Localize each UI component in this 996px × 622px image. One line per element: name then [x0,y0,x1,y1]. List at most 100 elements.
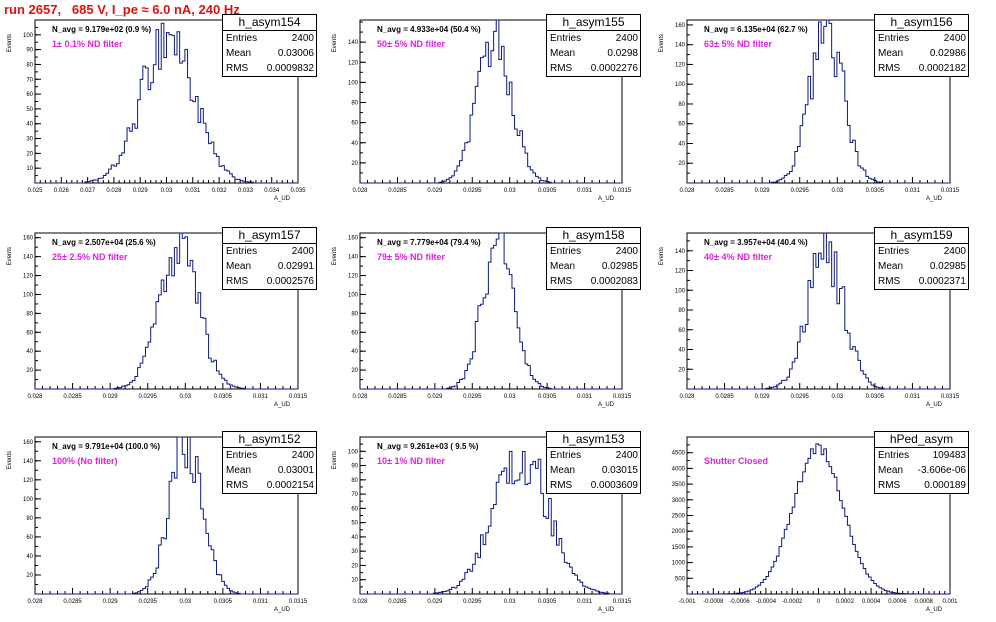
x-tick-label: 0.0006 [888,599,907,605]
y-tick-label: 80 [678,308,685,314]
stat-value-entries: 2400 [615,450,638,461]
y-tick-label: 160 [23,236,34,242]
histogram-name: h_asym156 [875,15,968,31]
stat-value-rms: 0.000189 [924,480,966,491]
y-tick-label: 100 [348,292,359,298]
x-tick-label: 0.03 [179,599,191,605]
stat-label-entries: Entries [878,450,910,461]
y-tick-label: 3000 [672,498,686,504]
x-tick-label: 0.0305 [866,394,885,400]
x-tick-label: 0.0285 [715,394,734,400]
stat-row-rms: RMS 0.0003609 [547,478,640,493]
y-tick-label: 60 [678,328,685,334]
histogram-series [360,232,622,390]
stat-row-entries: Entries 109483 [875,448,968,463]
y-tick-label: 40 [351,141,358,147]
stat-row-entries: Entries 2400 [547,448,640,463]
y-tick-label: 160 [23,440,34,446]
stat-value-entries: 109483 [932,450,966,461]
stat-value-mean: 0.03015 [601,465,638,476]
plot-frame [34,232,299,390]
x-tick-label: 0.0305 [214,599,233,605]
y-tick-label: 1000 [672,561,686,567]
x-tick-label: -0.0002 [782,599,803,605]
x-tick-label: 0.03 [831,394,843,400]
stat-value-rms: 0.0002371 [918,276,966,287]
y-tick-label: 2000 [672,529,686,535]
x-tick-label: 0.0315 [613,599,632,605]
histogram-series [687,232,950,390]
filter-label: 63± 5% ND filter [704,39,772,49]
y-axis-label: Events [332,451,338,469]
x-tick-label: 0.029 [427,599,443,605]
x-tick-label: 0.03 [179,394,191,400]
y-tick-label: 140 [675,43,686,49]
stats-box: h_asym155 Entries 2400 Mean 0.0298 RMS 0.00022… [546,14,641,77]
stat-label-entries: Entries [226,33,258,44]
histogram-series [35,232,298,390]
stat-row-entries: Entries 2400 [875,244,968,259]
stats-box: h_asym157 Entries 2400 Mean 0.02991 RMS 0.0002… [222,227,317,290]
x-tick-label: 0.0305 [866,188,885,194]
stat-value-rms: 0.0003609 [590,480,638,491]
x-tick-label: 0.026 [54,188,70,194]
stat-row-mean: Mean 0.02991 [223,259,316,274]
histogram-panel: 0.028 0.0285 0.029 0.0295 0.03 0.0305 0.031 0.0… [332,436,632,613]
y-tick-label: 120 [23,478,34,484]
y-tick-label: 40 [351,535,358,541]
y-tick-label: 100 [23,497,34,503]
x-tick-label: 0.03 [161,188,173,194]
x-tick-label: 0.0305 [538,599,557,605]
x-tick-label: 0.031 [905,188,921,194]
stat-label-entries: Entries [226,450,258,461]
y-tick-label: 40 [26,122,33,128]
y-tick-label: 20 [26,151,33,157]
stat-label-entries: Entries [226,246,258,257]
stat-row-mean: Mean 0.02985 [547,259,640,274]
x-tick-label: 0.0295 [463,599,482,605]
x-tick-label: 0.031 [905,394,921,400]
y-axis-label: Events [659,247,665,265]
stat-row-entries: Entries 2400 [547,31,640,46]
x-tick-label: 0.0305 [538,394,557,400]
stat-label-entries: Entries [550,33,582,44]
y-axis-label: Events [7,34,13,52]
filter-label: Shutter Closed [704,456,768,466]
stat-row-mean: Mean 0.0298 [547,46,640,61]
navg-label: N_avg = 9.791e+04 (100.0 %) [52,442,160,451]
y-tick-label: 140 [348,40,359,46]
histogram-series [360,19,622,184]
y-tick-label: 70 [351,492,358,498]
stat-value-mean: 0.0298 [607,48,638,59]
histogram-name: h_asym152 [223,432,316,448]
stat-label-rms: RMS [550,63,573,74]
x-tick-label: 0.0315 [941,188,960,194]
y-tick-label: 100 [23,292,34,298]
x-tick-label: 0.0285 [388,599,407,605]
y-tick-label: 100 [348,80,359,86]
x-tick-label: 0.028 [352,599,368,605]
y-tick-label: 4000 [672,466,686,472]
x-tick-label: 0.031 [577,394,593,400]
x-tick-label: 0.035 [290,188,306,194]
stat-row-entries: Entries 2400 [223,31,316,46]
stat-label-entries: Entries [550,450,582,461]
histogram-panel: 0.028 0.0285 0.029 0.0295 0.03 0.0305 0.031 0.0… [659,19,960,202]
x-tick-label: 0.0285 [715,188,734,194]
x-tick-label: 0.0004 [862,599,881,605]
x-axis-label: A_UD [598,402,615,408]
stats-box: h_asym154 Entries 2400 Mean 0.03006 RMS 0.0009… [222,14,317,77]
plot-frame [686,232,951,390]
y-tick-label: 100 [675,288,686,294]
y-tick-label: 140 [23,459,34,465]
y-tick-label: 60 [26,92,33,98]
histogram-name: h_asym153 [547,432,640,448]
y-tick-label: 100 [675,82,686,88]
x-tick-label: -0.0004 [756,599,777,605]
plot-frame [359,19,623,184]
x-axis-label: A_UD [926,402,943,408]
y-tick-label: 40 [26,554,33,560]
x-tick-label: -0.0006 [729,599,750,605]
histogram-panel: 0.028 0.0285 0.029 0.0295 0.03 0.0305 0.031 0.0… [332,232,632,408]
